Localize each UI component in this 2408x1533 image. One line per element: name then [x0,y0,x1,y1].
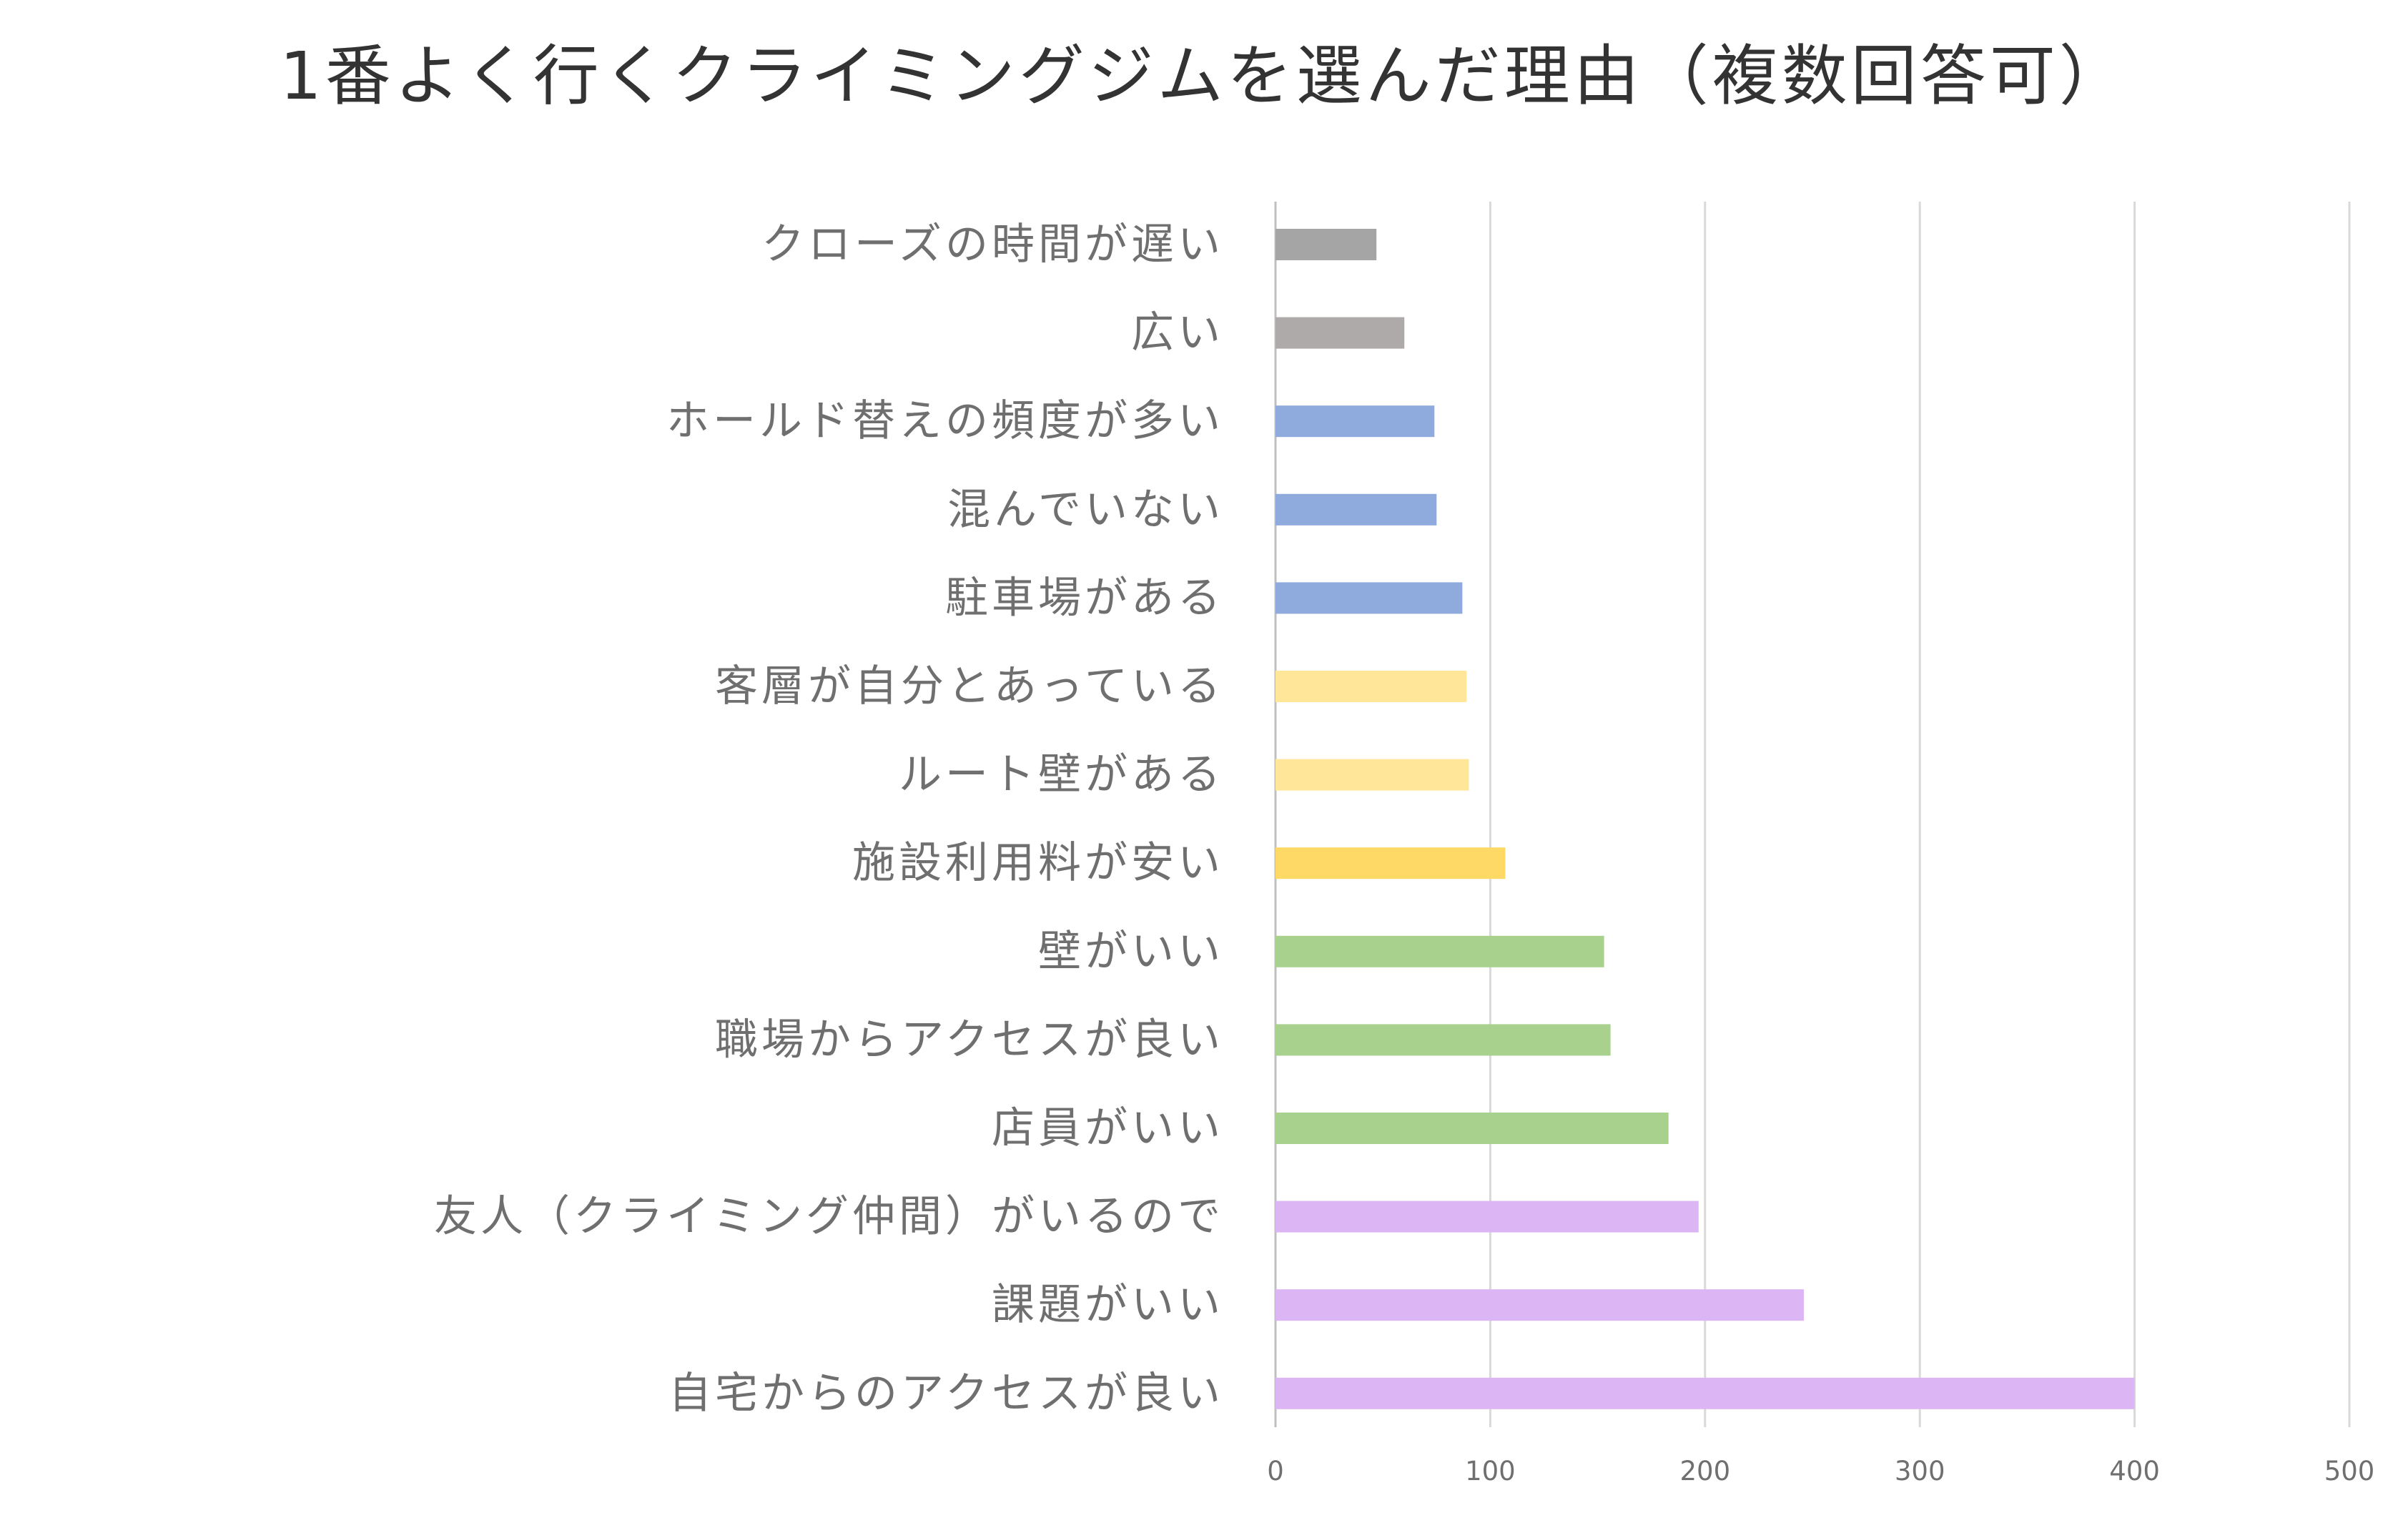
category-labels: クローズの時間が遅い広いホールド替えの頻度が多い混んでいない駐車場がある客層が自… [434,220,1224,1419]
x-tick-label: 300 [1895,1456,1945,1487]
bar [1275,1377,2135,1409]
x-tick-label: 0 [1267,1456,1284,1487]
bar [1275,317,1405,349]
category-label: 友人（クライミング仲間）がいるので [434,1192,1224,1242]
gridlines [1274,202,2351,1427]
bar [1275,1201,1699,1233]
chart-title: 1番よく行くクライミングジムを選んだ理由（複数回答可） [280,38,2128,114]
category-label: ルート壁がある [899,750,1224,800]
x-tick-label: 500 [2324,1456,2375,1487]
category-label: 自宅からのアクセスが良い [668,1369,1224,1419]
bar [1275,229,1377,260]
x-axis-ticks: 0 100 200 300 400 500 [1267,1456,2374,1487]
category-label: 混んでいない [947,485,1224,535]
bar [1275,671,1467,702]
category-label: 客層が自分とあっている [715,661,1224,711]
category-label: 店員がいい [992,1103,1224,1153]
bar [1275,759,1469,791]
category-label: 施設利用料が安い [852,838,1224,888]
category-label: 壁がいい [1038,927,1224,977]
bar [1275,1289,1804,1321]
x-tick-label: 100 [1465,1456,1516,1487]
x-tick-label: 200 [1679,1456,1730,1487]
bar [1275,935,1604,967]
category-label: ホールド替えの頻度が多い [666,396,1224,446]
category-label: 課題がいい [992,1280,1224,1330]
bar [1275,847,1506,879]
category-label: 職場からアクセスが良い [715,1015,1224,1065]
bar [1275,1024,1611,1056]
bar [1275,1113,1669,1144]
bars [1275,229,2135,1409]
bar [1275,582,1463,614]
bar [1275,405,1435,438]
bar [1275,493,1437,526]
x-tick-label: 400 [2109,1456,2160,1487]
category-label: 駐車場がある [945,573,1224,623]
category-label: クローズの時間が遅い [761,220,1224,270]
category-label: 広い [1131,308,1224,358]
